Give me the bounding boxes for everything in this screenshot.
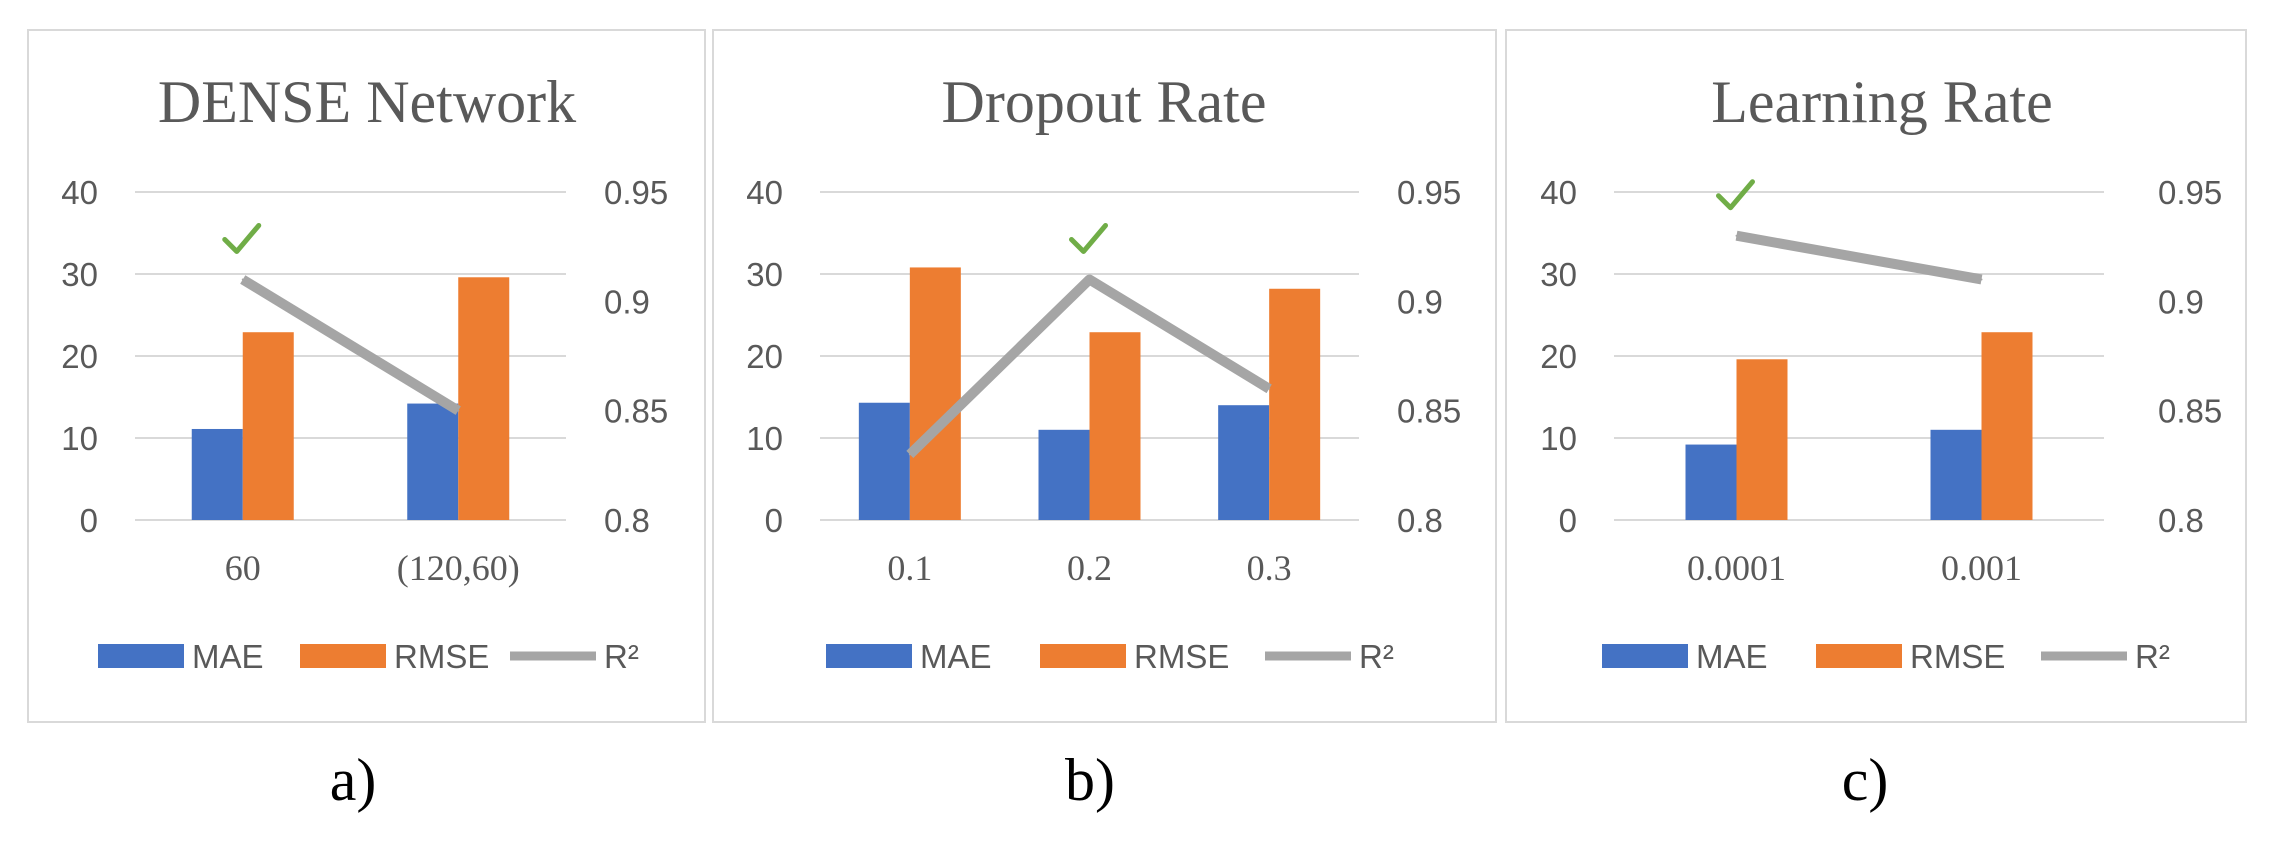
bar-mae xyxy=(191,428,243,520)
bar-mae xyxy=(858,402,910,520)
category-label: (120,60) xyxy=(397,548,520,588)
left-axis-tick: 30 xyxy=(746,256,783,293)
r2-point xyxy=(1980,278,1983,281)
bar-rmse xyxy=(458,277,510,520)
r2-line xyxy=(1735,230,1983,285)
legend-swatch-rmse xyxy=(1816,644,1902,668)
left-axis-tick: 40 xyxy=(61,174,98,211)
legend-label-rmse: RMSE xyxy=(1134,638,1229,675)
right-axis-tick: 0.9 xyxy=(2158,283,2204,320)
category-label: 0.001 xyxy=(1941,548,2022,588)
left-axis-tick: 30 xyxy=(1540,256,1577,293)
chart-title: Dropout Rate xyxy=(942,69,1267,135)
chart-title: DENSE Network xyxy=(158,69,576,135)
bar-mae xyxy=(1038,429,1090,520)
left-axis-tick: 10 xyxy=(61,420,98,457)
category-label: 0.2 xyxy=(1067,548,1112,588)
right-axis-tick: 0.85 xyxy=(1397,393,1461,430)
right-axis-tick: 0.95 xyxy=(604,174,668,211)
left-axis-tick: 0 xyxy=(765,502,783,539)
r2-point xyxy=(457,409,460,412)
bar-rmse xyxy=(909,267,961,520)
r2-point xyxy=(241,278,244,281)
legend-swatch-mae xyxy=(826,644,912,668)
legend-swatch-rmse xyxy=(300,644,386,668)
panel-label: a) xyxy=(330,747,377,813)
bar-rmse xyxy=(1089,332,1141,520)
legend-label-r2: R² xyxy=(604,638,639,675)
r2-point xyxy=(1268,387,1271,390)
bar-rmse xyxy=(1736,359,1788,520)
right-axis-tick: 0.8 xyxy=(604,502,650,539)
right-axis-tick: 0.8 xyxy=(2158,502,2204,539)
legend-label-r2: R² xyxy=(2135,638,2170,675)
legend-swatch-mae xyxy=(98,644,184,668)
check-mark-icon xyxy=(1716,179,1755,211)
panel-label: b) xyxy=(1065,747,1115,813)
left-axis-tick: 10 xyxy=(1540,420,1577,457)
category-label: 0.1 xyxy=(887,548,932,588)
legend-swatch-rmse xyxy=(1040,644,1126,668)
legend-label-rmse: RMSE xyxy=(394,638,489,675)
left-axis-tick: 30 xyxy=(61,256,98,293)
legend-label-mae: MAE xyxy=(920,638,992,675)
r2-point xyxy=(1735,234,1738,237)
category-label: 60 xyxy=(225,548,261,588)
left-axis-tick: 20 xyxy=(746,338,783,375)
left-axis-tick: 20 xyxy=(61,338,98,375)
legend-label-r2: R² xyxy=(1359,638,1394,675)
r2-line xyxy=(240,275,461,415)
category-label: 0.0001 xyxy=(1687,548,1786,588)
right-axis-tick: 0.9 xyxy=(604,283,650,320)
bar-mae xyxy=(407,403,459,520)
legend-label-rmse: RMSE xyxy=(1910,638,2005,675)
category-label: 0.3 xyxy=(1247,548,1292,588)
left-axis-tick: 20 xyxy=(1540,338,1577,375)
legend-label-mae: MAE xyxy=(1696,638,1768,675)
bar-rmse xyxy=(1269,288,1321,520)
right-axis-tick: 0.85 xyxy=(2158,393,2222,430)
bar-mae xyxy=(1930,429,1982,520)
left-axis-tick: 0 xyxy=(1559,502,1577,539)
right-axis-tick: 0.95 xyxy=(1397,174,1461,211)
chart-panel-2: Dropout Rate 0 10 20 30 40 0.8 0.85 0.9 0.95 0.1 0.… xyxy=(712,29,1497,813)
bar-mae xyxy=(1685,444,1737,520)
right-axis-tick: 0.95 xyxy=(2158,174,2222,211)
chart-panel-3: Learning Rate 0 10 20 30 40 0.8 0.85 0.9 0.95 0.00… xyxy=(1505,29,2247,813)
check-mark-icon xyxy=(222,222,262,254)
chart-panel-1: DENSE Network 0 10 20 30 40 0.8 0.85 0.9 0.95 60 (1… xyxy=(27,29,706,813)
right-axis-tick: 0.85 xyxy=(604,393,668,430)
chart-frame xyxy=(27,29,706,723)
r2-point xyxy=(1088,278,1091,281)
legend-swatch-mae xyxy=(1602,644,1688,668)
right-axis-tick: 0.8 xyxy=(1397,502,1443,539)
r2-point xyxy=(908,453,911,456)
left-axis-tick: 40 xyxy=(746,174,783,211)
left-axis-tick: 40 xyxy=(1540,174,1577,211)
chart-title: Learning Rate xyxy=(1711,69,2053,135)
check-mark-icon xyxy=(1069,222,1108,254)
chart-frame xyxy=(1505,29,2247,723)
bar-rmse xyxy=(242,332,294,520)
bar-rmse xyxy=(1981,332,2033,520)
bar-mae xyxy=(1218,405,1270,520)
panel-label: c) xyxy=(1842,747,1889,813)
left-axis-tick: 0 xyxy=(80,502,98,539)
left-axis-tick: 10 xyxy=(746,420,783,457)
right-axis-tick: 0.9 xyxy=(1397,283,1443,320)
legend-label-mae: MAE xyxy=(192,638,264,675)
